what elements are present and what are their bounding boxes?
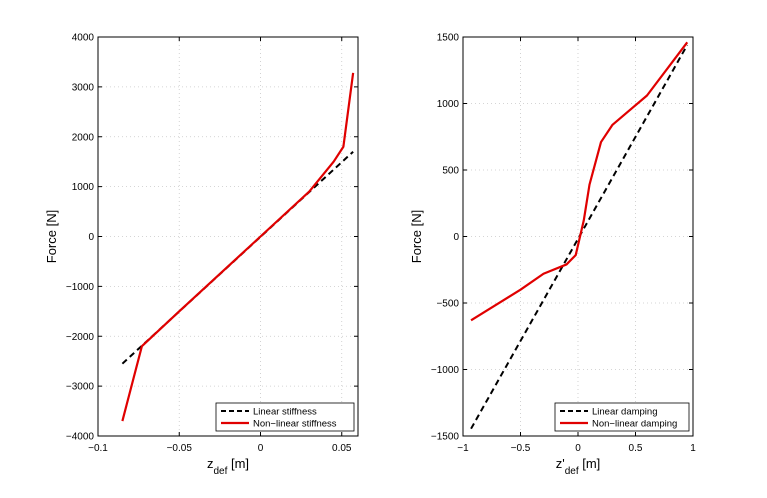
series-line-nonlinear [121, 72, 355, 422]
x-tick-label: 0.5 [629, 443, 643, 454]
x-axis-label-sub: def [213, 466, 227, 477]
y-tick-label: 1000 [72, 182, 95, 193]
legend-entry-label: Linear stiffness [253, 407, 317, 418]
y-tick-label: −1500 [431, 432, 460, 443]
x-tick-label: −0.5 [511, 443, 531, 454]
y-tick-label: 0 [453, 232, 459, 243]
y-tick-label: 4000 [72, 33, 95, 44]
x-axis-label-sub: def [565, 466, 579, 477]
chart-damping: −1 −0.5 0 0.5 1 −1500 −1000 −500 0 500 1000 1500 z'… [409, 33, 696, 477]
y-tick-label: 500 [442, 166, 459, 177]
grid-damping [463, 37, 693, 436]
x-tick-label: 0 [575, 443, 581, 454]
y-axis-label-stiffness: Force [N] [44, 210, 59, 263]
legend-entry-label: Non−linear damping [592, 419, 677, 430]
x-axis-label-main: z' [556, 456, 565, 471]
x-tick-label: 0.05 [332, 443, 352, 454]
x-axis-label-unit: [m] [579, 456, 601, 471]
legend-box [554, 402, 690, 432]
y-tick-label: −500 [436, 299, 459, 310]
x-tick-label: −0.05 [167, 443, 193, 454]
x-axis-label-unit: [m] [227, 456, 249, 471]
x-axis-label-stiffness: zdef [m] [207, 456, 249, 477]
ticks-damping: −1 −0.5 0 0.5 1 −1500 −1000 −500 0 500 1000 1500 [431, 33, 696, 455]
series-group-damping [470, 41, 689, 430]
series-group-stiffness [121, 72, 355, 422]
x-axis-label-damping: z'def [m] [556, 456, 601, 477]
series-line-nonlinear [470, 41, 689, 322]
x-tick-label: −0.1 [88, 443, 108, 454]
x-tick-label: −1 [457, 443, 469, 454]
legend-entry-label: Linear damping [592, 407, 658, 418]
legend-entry-label: Non−linear stiffness [253, 419, 337, 430]
chart-stiffness: −0.1 −0.05 0 0.05 −4000 −3000 −2000 −1000 0 1000 2… [44, 33, 359, 477]
ticks-stiffness: −0.1 −0.05 0 0.05 −4000 −3000 −2000 −1000 0 1000 2… [66, 33, 358, 454]
y-tick-label: 1000 [437, 99, 460, 110]
y-tick-label: 0 [88, 232, 94, 243]
y-tick-label: −3000 [66, 382, 95, 393]
x-axis-label-main: z [207, 456, 214, 471]
y-tick-label: 3000 [72, 82, 95, 93]
y-axis-label-damping: Force [N] [409, 210, 424, 263]
grid-stiffness [98, 37, 358, 436]
y-tick-label: −4000 [66, 432, 95, 443]
x-tick-label: 0 [258, 443, 264, 454]
x-tick-label: 1 [690, 443, 696, 454]
y-tick-label: −1000 [431, 365, 460, 376]
y-tick-label: 1500 [437, 33, 460, 44]
legend-box [215, 402, 355, 432]
y-tick-label: −2000 [66, 332, 95, 343]
y-tick-label: 2000 [72, 132, 95, 143]
y-tick-label: −1000 [66, 282, 95, 293]
